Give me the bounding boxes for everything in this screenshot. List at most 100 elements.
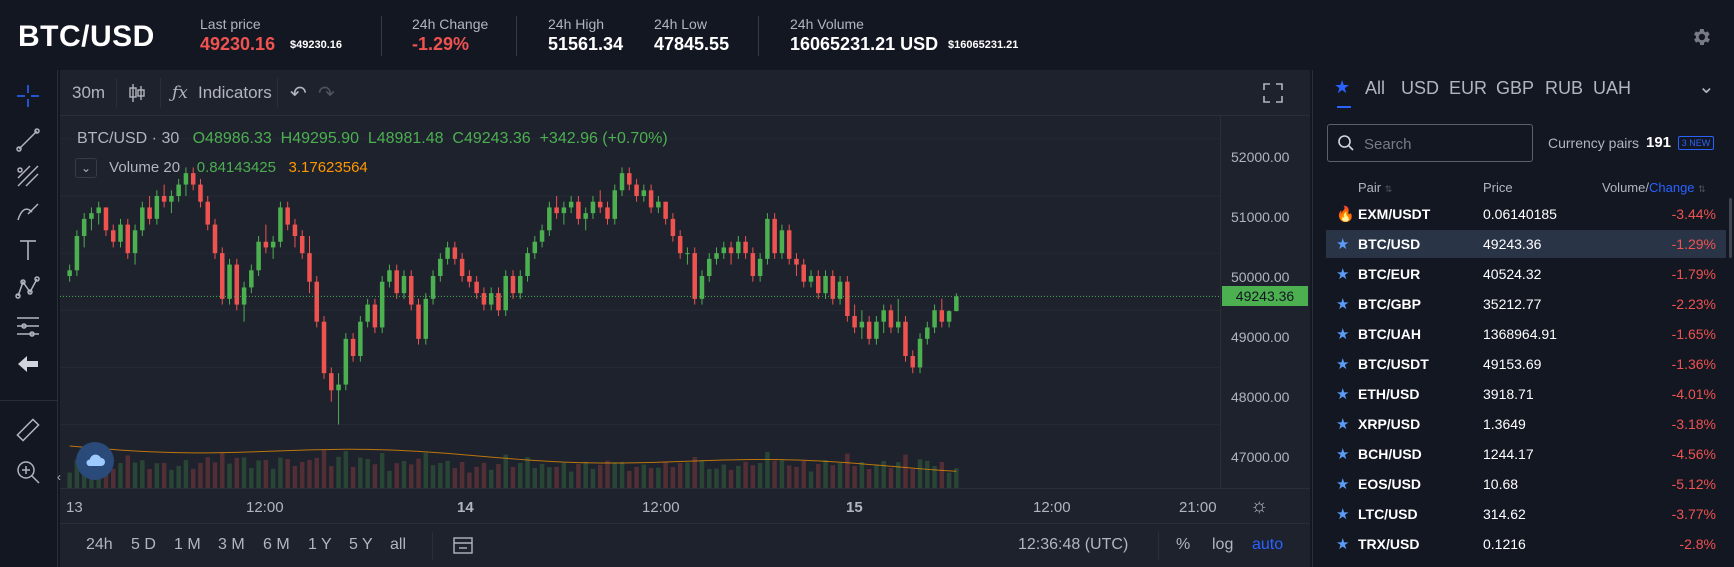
pair-row[interactable]: ★ EOS/USD 10.68 -5.12% bbox=[1326, 470, 1726, 498]
percent-toggle[interactable]: % bbox=[1176, 536, 1191, 553]
star-icon[interactable]: ★ bbox=[1336, 476, 1350, 493]
star-icon[interactable]: ★ bbox=[1336, 416, 1350, 433]
col-volume-change-header[interactable]: Volume/Change ⇅ bbox=[1602, 180, 1706, 195]
pair-row[interactable]: ★ BTC/GBP 35212.77 -2.23% bbox=[1326, 290, 1726, 318]
range-1y[interactable]: 1 Y bbox=[308, 536, 332, 553]
currency-tabs: ★ All USD EUR GBP RUB UAH ⌄ bbox=[1312, 70, 1734, 110]
pair-row[interactable]: ★ LTC/USD 314.62 -3.77% bbox=[1326, 500, 1726, 528]
candle-body bbox=[525, 253, 530, 276]
pattern-tool-icon[interactable] bbox=[10, 270, 46, 306]
range-24h[interactable]: 24h bbox=[86, 536, 113, 553]
volume-bar bbox=[539, 463, 545, 488]
candles-icon[interactable] bbox=[126, 70, 148, 116]
crosshair-icon[interactable] bbox=[10, 78, 46, 114]
toolbar-divider bbox=[432, 532, 433, 560]
candle-body bbox=[648, 190, 654, 208]
volume-bar bbox=[808, 471, 814, 488]
star-icon[interactable]: ★ bbox=[1334, 77, 1351, 97]
pair-row[interactable]: 🔥 EXM/USDT 0.06140185 -3.44% bbox=[1326, 200, 1726, 228]
brush-icon[interactable] bbox=[10, 194, 46, 230]
chevron-down-icon[interactable]: ⌄ bbox=[1698, 76, 1715, 98]
zoom-in-icon[interactable] bbox=[10, 454, 46, 490]
star-icon[interactable]: ★ bbox=[1336, 536, 1350, 553]
range-1m[interactable]: 1 M bbox=[174, 536, 201, 553]
candle-body bbox=[96, 207, 101, 214]
auto-toggle[interactable]: auto bbox=[1252, 536, 1284, 553]
range-6m[interactable]: 6 M bbox=[263, 536, 290, 553]
volume-bar bbox=[568, 471, 574, 488]
price-axis[interactable]: 52000.00 51000.00 50000.00 49000.00 4800… bbox=[1220, 116, 1310, 488]
price-tick: 52000.00 bbox=[1231, 149, 1290, 165]
volume-bar bbox=[656, 467, 661, 488]
candle-body bbox=[67, 270, 72, 276]
ruler-icon[interactable] bbox=[10, 412, 46, 448]
range-all[interactable]: all bbox=[390, 536, 407, 553]
tab-usd[interactable]: USD bbox=[1401, 78, 1440, 98]
candle-body bbox=[743, 241, 748, 254]
star-icon[interactable]: ★ bbox=[1336, 296, 1350, 313]
back-arrow-icon[interactable] bbox=[10, 346, 46, 382]
candle-body bbox=[161, 196, 167, 202]
range-3m[interactable]: 3 M bbox=[218, 536, 245, 553]
range-5y[interactable]: 5 Y bbox=[349, 536, 373, 553]
trend-line-icon[interactable] bbox=[10, 122, 46, 158]
pair-row-selected[interactable]: ★ BTC/USD 49243.36 -1.29% bbox=[1326, 230, 1726, 258]
redo-icon[interactable]: ↷ bbox=[318, 82, 335, 105]
tab-gbp[interactable]: GBP bbox=[1496, 78, 1535, 98]
time-axis[interactable]: 13 12:00 14 12:00 15 12:00 21:00 ☼ bbox=[60, 488, 1310, 523]
chevron-down-icon[interactable]: ⌄ bbox=[75, 158, 97, 178]
interval-button[interactable]: 30m bbox=[72, 83, 106, 102]
utc-clock[interactable]: 12:36:48 (UTC) bbox=[1018, 536, 1129, 553]
sun-settings-icon[interactable]: ☼ bbox=[1250, 495, 1269, 517]
search-input[interactable] bbox=[1327, 124, 1533, 162]
star-icon[interactable]: ★ bbox=[1336, 326, 1350, 343]
volume-bar bbox=[852, 466, 857, 488]
gear-icon[interactable] bbox=[1690, 26, 1712, 48]
pair-row[interactable]: ★ TRX/USD 0.1216 -2.8% bbox=[1326, 530, 1726, 558]
tab-eur[interactable]: EUR bbox=[1449, 78, 1488, 98]
volume-bar bbox=[321, 450, 327, 488]
tab-uah[interactable]: UAH bbox=[1593, 78, 1632, 98]
undo-icon[interactable]: ↶ bbox=[290, 82, 307, 105]
candle-body bbox=[816, 276, 821, 294]
pair-row[interactable]: ★ XRP/USD 1.3649 -3.18% bbox=[1326, 410, 1726, 438]
pair-row[interactable]: ★ BTC/EUR 40524.32 -1.79% bbox=[1326, 260, 1726, 288]
tab-rub[interactable]: RUB bbox=[1545, 78, 1584, 98]
tab-all[interactable]: All bbox=[1365, 78, 1386, 98]
fib-tool-icon[interactable] bbox=[10, 158, 46, 194]
volume-bar bbox=[619, 462, 625, 488]
candlestick-chart[interactable] bbox=[60, 116, 1220, 488]
panel-scrollbar[interactable] bbox=[1729, 198, 1732, 258]
time-tick: 12:00 bbox=[1033, 499, 1071, 516]
volume-bar bbox=[481, 462, 487, 488]
function-icon[interactable]: ƒx bbox=[172, 83, 188, 103]
col-pair-header[interactable]: Pair ⇅ bbox=[1358, 180, 1392, 195]
col-price-header[interactable]: Price bbox=[1483, 180, 1513, 195]
text-tool-icon[interactable] bbox=[10, 232, 46, 268]
pair-row[interactable]: ★ BCH/USD 1244.17 -4.56% bbox=[1326, 440, 1726, 468]
pair-change: -4.56% bbox=[1671, 446, 1716, 462]
legend-close: C49243.36 bbox=[452, 130, 531, 147]
range-5d[interactable]: 5 D bbox=[131, 536, 156, 553]
date-range-icon[interactable] bbox=[452, 534, 474, 561]
fullscreen-icon[interactable] bbox=[1262, 70, 1284, 116]
candle-body bbox=[954, 296, 959, 312]
pair-row[interactable]: ★ BTC/UAH 1368964.91 -1.65% bbox=[1326, 320, 1726, 348]
candle-body bbox=[765, 218, 770, 259]
star-icon[interactable]: ★ bbox=[1336, 446, 1350, 463]
star-icon[interactable]: ★ bbox=[1336, 386, 1350, 403]
collapse-toolbar-icon[interactable]: ‹ bbox=[57, 470, 61, 484]
time-tick: 15 bbox=[846, 499, 863, 516]
star-icon[interactable]: ★ bbox=[1336, 266, 1350, 283]
measure-lines-icon[interactable] bbox=[10, 308, 46, 344]
log-toggle[interactable]: log bbox=[1212, 536, 1234, 553]
toolbar-divider bbox=[116, 78, 117, 108]
star-icon[interactable]: ★ bbox=[1336, 506, 1350, 523]
star-icon[interactable]: ★ bbox=[1336, 356, 1350, 373]
star-icon[interactable]: ★ bbox=[1336, 236, 1350, 253]
volume-usd: $16065231.21 bbox=[948, 39, 1019, 51]
pair-row[interactable]: ★ ETH/USD 3918.71 -4.01% bbox=[1326, 380, 1726, 408]
legend-low: L48981.48 bbox=[367, 130, 444, 147]
indicators-button[interactable]: Indicators bbox=[198, 83, 272, 102]
pair-row[interactable]: ★ BTC/USDT 49153.69 -1.36% bbox=[1326, 350, 1726, 378]
